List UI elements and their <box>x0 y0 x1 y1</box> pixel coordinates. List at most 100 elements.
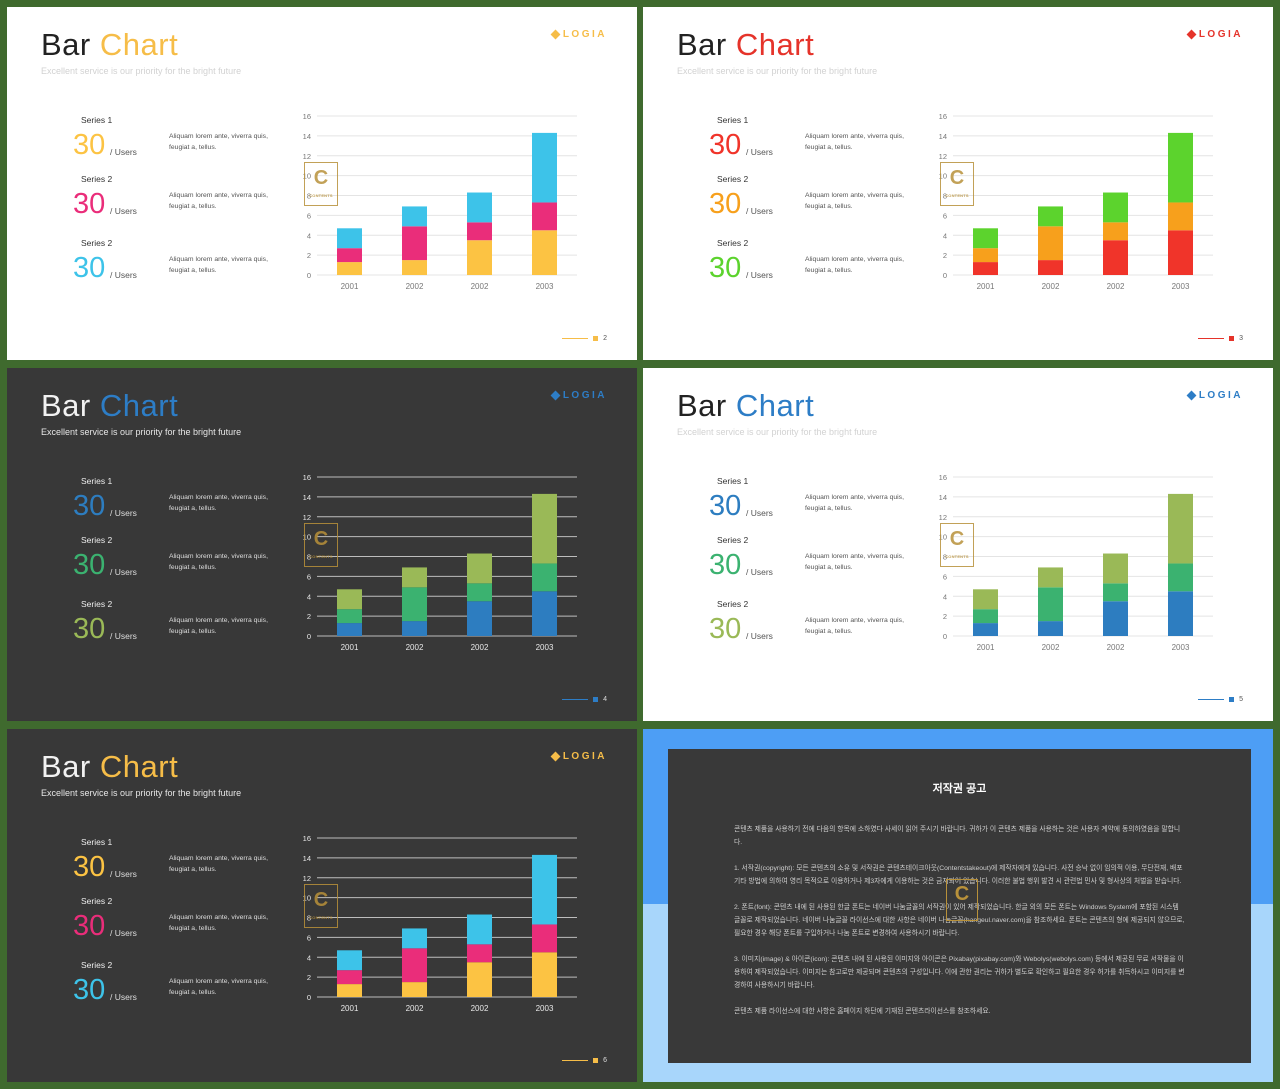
x-tick-label: 2003 <box>536 1004 554 1013</box>
y-tick-label: 14 <box>303 854 311 863</box>
y-tick-label: 12 <box>303 513 311 522</box>
page-number: 6 <box>603 1057 607 1064</box>
bar-segment <box>337 623 362 636</box>
x-tick-label: 2002 <box>1042 643 1060 652</box>
notice-title: 저작권 공고 <box>932 783 987 795</box>
series-unit: / Users <box>110 928 137 938</box>
y-tick-label: 10 <box>303 894 311 903</box>
bar-segment <box>1168 563 1193 592</box>
stacked-bar-chart: 0 2 4 6 8 10 12 14 16 2001 2002 2002 2003 <box>292 829 582 1029</box>
x-tick-label: 2001 <box>341 282 359 291</box>
watermark-logo: C CONTENTS <box>304 162 338 206</box>
bar-segment <box>532 493 557 564</box>
series-value: 30 <box>73 974 106 1006</box>
slide-title: Bar Chart <box>41 27 178 63</box>
page-indicator-line <box>1198 699 1225 700</box>
y-tick-label: 16 <box>939 112 947 121</box>
bar-segment <box>402 206 427 227</box>
x-tick-label: 2002 <box>1107 282 1125 291</box>
slide-title: Bar Chart <box>41 749 178 785</box>
y-tick-label: 10 <box>939 172 947 181</box>
page-indicator: 2 <box>562 335 607 342</box>
bar-chart-slide: Bar Chart Excellent service is our priori… <box>643 7 1273 360</box>
page-indicator-square <box>593 1058 599 1063</box>
x-tick-label: 2003 <box>536 282 554 291</box>
x-tick-label: 2003 <box>1172 282 1190 291</box>
series-name: Series 2 <box>717 535 749 545</box>
series-name: Series 2 <box>717 174 749 184</box>
logo-diamond-icon <box>550 390 561 401</box>
series-name: Series 2 <box>717 599 749 609</box>
page-indicator-line <box>562 1060 589 1061</box>
bar-segment <box>1103 553 1128 584</box>
series-description: Aliquam lorem ante, viverra quis, feugia… <box>805 192 904 210</box>
x-tick-label: 2003 <box>536 643 554 652</box>
series-description: Aliquam lorem ante, viverra quis, feugia… <box>169 855 268 873</box>
watermark-text: CONTENTS <box>945 554 969 559</box>
bar-segment <box>532 924 557 953</box>
x-tick-label: 2003 <box>1172 643 1190 652</box>
y-tick-label: 12 <box>303 874 311 883</box>
y-tick-label: 14 <box>303 132 311 141</box>
title-word-1: Bar <box>677 388 727 423</box>
bar-segment <box>337 609 362 624</box>
x-tick-label: 2002 <box>406 282 424 291</box>
bar-segment <box>532 202 557 231</box>
x-tick-label: 2002 <box>406 643 424 652</box>
series-unit: / Users <box>746 147 773 157</box>
copyright-notice-slide: 저작권 공고 콘텐츠 제품을 사용하기 전에 다음의 항목에 소하였다 사세이 … <box>643 729 1273 1082</box>
bar-segment <box>1038 260 1063 275</box>
watermark-text: CONTENTS <box>945 193 969 198</box>
series-name: Series 1 <box>81 837 113 847</box>
logo-text: LOGIA <box>562 29 607 40</box>
bar-segment <box>467 962 492 997</box>
slide-subtitle: Excellent service is our priority for th… <box>41 427 242 437</box>
watermark-text: CONTENTS <box>309 193 333 198</box>
y-tick-label: 0 <box>943 632 947 641</box>
series-description: Aliquam lorem ante, viverra quis, feugia… <box>169 978 268 996</box>
watermark-logo: C CONTENTS <box>304 523 338 567</box>
bar-segment <box>337 970 362 985</box>
bar-segment <box>973 262 998 275</box>
y-tick-label: 0 <box>307 632 311 641</box>
y-tick-label: 8 <box>307 914 311 923</box>
series-value: 30 <box>709 490 742 522</box>
series-unit: / Users <box>746 567 773 577</box>
x-tick-label: 2001 <box>977 282 995 291</box>
logo: LOGIA <box>550 29 607 40</box>
y-tick-label: 16 <box>939 473 947 482</box>
bar-segment <box>1103 240 1128 275</box>
series-description: Aliquam lorem ante, viverra quis, feugia… <box>169 256 268 274</box>
page-indicator-line <box>562 699 589 700</box>
bar-segment <box>467 553 492 584</box>
bar-segment <box>532 591 557 636</box>
logo-text: LOGIA <box>562 390 607 401</box>
y-tick-label: 16 <box>303 473 311 482</box>
series-value: 30 <box>73 613 106 645</box>
page-number: 3 <box>1239 335 1243 342</box>
series-value: 30 <box>73 490 106 522</box>
watermark-logo: C CONTENTS <box>940 523 974 567</box>
x-tick-label: 2001 <box>341 643 359 652</box>
page-indicator-square <box>1229 697 1235 702</box>
series-unit: / Users <box>110 147 137 157</box>
bar-segment <box>467 914 492 945</box>
bar-segment <box>973 589 998 610</box>
y-tick-label: 10 <box>303 533 311 542</box>
series-name: Series 2 <box>717 238 749 248</box>
y-tick-label: 6 <box>307 933 311 942</box>
bar-segment <box>1103 222 1128 241</box>
series-name: Series 1 <box>717 476 749 486</box>
bar-segment <box>1103 583 1128 602</box>
bar-segment <box>337 984 362 997</box>
watermark-text: CONTENTS <box>309 915 333 920</box>
x-tick-label: 2001 <box>977 643 995 652</box>
bar-segment <box>532 952 557 997</box>
page-indicator-line <box>562 338 589 339</box>
bar-segment <box>467 192 492 223</box>
slide-title: Bar Chart <box>677 388 814 424</box>
series-value: 30 <box>73 188 106 220</box>
series-value: 30 <box>709 549 742 581</box>
logo-text: LOGIA <box>1198 390 1243 401</box>
bar-chart-slide: Bar Chart Excellent service is our priori… <box>643 368 1273 721</box>
